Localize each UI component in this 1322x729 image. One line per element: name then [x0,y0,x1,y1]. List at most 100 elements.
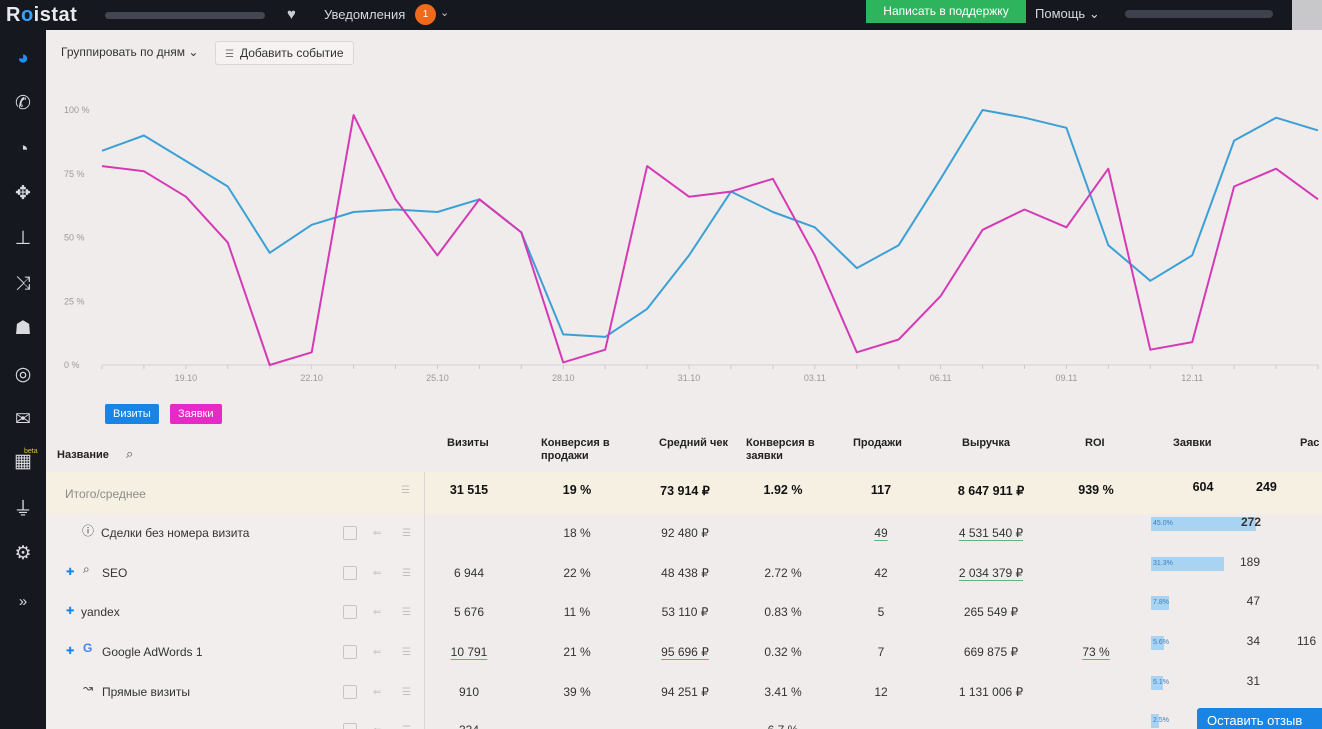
user-info-blurred[interactable] [1125,10,1273,18]
lead-share-bar: 5.6% [1151,636,1169,650]
qr-icon[interactable]: ▦ [14,451,32,472]
leads-cell: 272 [1240,515,1261,529]
sitemap-icon[interactable]: ⊥ [14,228,32,249]
notifications-label[interactable]: Уведомления [324,7,406,22]
search-icon: ⌕ [83,562,90,576]
legend-visits-toggle[interactable]: Визиты [105,404,159,424]
leads-cell: 34 [1246,634,1260,648]
y-tick-label: 75 % [64,169,85,179]
add-event-button[interactable]: ☰ Добавить событие [215,41,354,65]
row-action-icon[interactable]: ⇐ [373,687,382,698]
row-name[interactable]: Сделки без номера визита [101,526,250,540]
search-icon[interactable]: ⌕ [126,446,134,461]
column-header[interactable]: Конверсия в заявки [746,437,815,462]
row-action-icon[interactable]: ⇐ [373,725,381,729]
globe-icon[interactable]: ◕ [17,48,29,69]
gear-icon[interactable]: ⚙ [14,543,32,564]
avg-check-cell: 94 251 ₽ [661,685,709,699]
total-row [46,472,1322,514]
expand-row-icon[interactable]: ✚ [66,567,75,578]
leads-cell: 31 [1246,674,1260,688]
row-checkbox[interactable] [343,723,357,729]
topbar-right-blurred[interactable] [1292,0,1322,30]
row-checkbox[interactable] [343,685,357,699]
feedback-button[interactable]: Оставить отзыв [1197,708,1322,729]
row-action-icon[interactable]: ⇐ [373,647,382,658]
support-button[interactable]: Написать в поддержку [866,0,1026,23]
avg-check-cell: 92 480 ₽ [661,526,709,540]
sales-cell: 42 [874,566,888,580]
expand-icon[interactable]: » [18,593,28,610]
lead-share-bar: 7.8% [1151,596,1169,610]
y-tick-label: 100 % [64,105,90,115]
row-menu-icon[interactable]: ☰ [401,485,410,496]
conv-sales-cell: 22 % [563,566,591,580]
mail-icon[interactable]: ✉ [15,409,31,430]
row-menu-icon[interactable]: ☰ [402,607,411,618]
row-menu-icon[interactable]: ☰ [402,528,411,539]
help-menu[interactable]: Помощь ⌄ [1035,6,1100,21]
x-tick-label: 12.11 [1181,373,1203,383]
roi-cell: 73 % [1082,645,1110,659]
column-header[interactable]: Продажи [853,437,902,449]
group-by-days-dropdown[interactable]: Группировать по дням ⌄ [61,45,199,59]
expand-row-icon[interactable]: ✚ [66,646,75,657]
column-header[interactable]: Рас [1300,437,1320,449]
conv-sales-cell: 39 % [563,685,591,699]
total-conv-sales: 19 % [562,483,592,497]
notifications-badge[interactable]: 1 [415,4,436,25]
column-header[interactable]: Конверсия в продажи [541,437,610,462]
row-name[interactable]: Google AdWords 1 [102,645,203,659]
roistat-logo[interactable]: Roistat [6,4,78,26]
line-chart: 100 % 75 % 50 % 25 % 0 % 19.10 22.10 25.10 28.10… [64,105,1319,383]
row-menu-icon[interactable]: ☰ [402,725,411,729]
column-header[interactable]: ROI [1085,437,1105,449]
total-leads: 604 [1192,480,1214,494]
column-header[interactable]: Заявки [1173,437,1212,449]
lead-share-bar: 2.5% [1151,714,1169,728]
row-checkbox[interactable] [343,605,357,619]
total-extra: 249 [1256,480,1277,494]
row-action-icon[interactable]: ⇐ [373,607,382,618]
row-menu-icon[interactable]: ☰ [402,647,411,658]
total-roi: 939 % [1078,483,1114,497]
row-checkbox[interactable] [343,645,357,659]
avg-check-cell: 53 110 ₽ [661,605,709,619]
revenue-cell: 669 875 ₽ [963,645,1019,659]
row-action-icon[interactable]: ⇐ [373,528,382,539]
row-checkbox[interactable] [343,526,357,540]
column-header[interactable]: Выручка [962,437,1011,449]
dashboard-icon[interactable]: ◔ [17,139,29,160]
phone-icon[interactable]: ✆ [15,93,31,114]
conv-leads-cell: 3.41 % [764,685,802,699]
row-name[interactable]: yandex [81,605,120,619]
legend-leads-toggle[interactable]: Заявки [170,404,222,424]
users-icon[interactable]: ☗ [14,318,32,339]
chevron-down-icon[interactable]: ⌄ [440,7,450,19]
y-tick-label: 25 % [64,296,85,306]
row-name[interactable]: Прямые визиты [102,685,190,699]
x-tick-label: 25.10 [426,373,449,383]
row-menu-icon[interactable]: ☰ [402,687,411,698]
heart-icon[interactable]: ♥ [287,6,296,23]
sales-cell: 5 [877,605,885,619]
row-name[interactable]: SEO [102,566,128,580]
column-header[interactable]: Визиты [447,437,489,449]
shuffle-icon[interactable]: ⤨ [15,273,31,294]
series-line-Визиты [101,109,1319,338]
plug-icon[interactable]: ⏚ [13,499,33,520]
account-name-blurred[interactable] [105,12,265,19]
expand-row-icon[interactable]: ✚ [66,606,75,617]
conv-sales-cell: 21 % [563,645,591,659]
row-action-icon[interactable]: ⇐ [373,568,382,579]
conv-sales-cell: 11 % [563,605,591,619]
column-header[interactable]: Средний чек [659,437,728,449]
target-icon[interactable]: ◎ [14,364,32,385]
row-menu-icon[interactable]: ☰ [402,568,411,579]
total-revenue: 8 647 911 ₽ [957,484,1025,498]
row-checkbox[interactable] [343,566,357,580]
total-sales: 117 [870,483,892,497]
conv-leads-cell: 6.7 % [733,723,833,729]
crosshair-icon[interactable]: ✥ [15,183,31,204]
name-column-header[interactable]: Название [57,449,109,461]
